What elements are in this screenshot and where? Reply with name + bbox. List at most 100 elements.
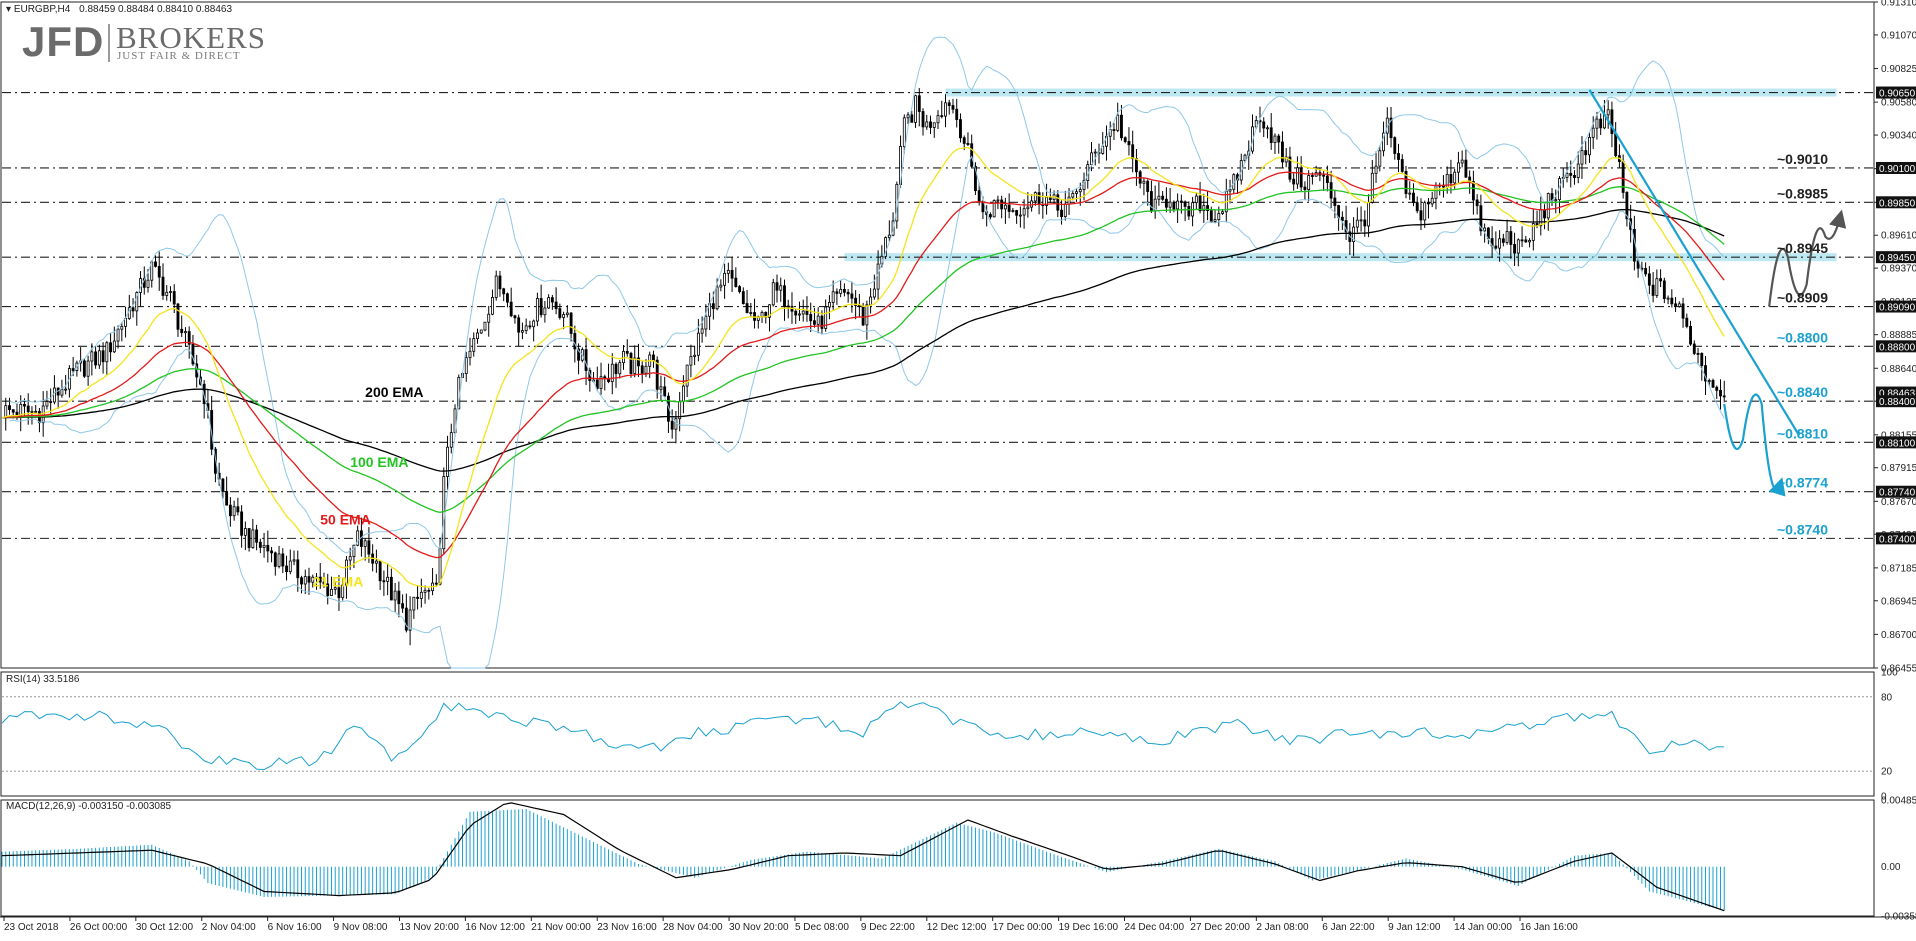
candle-body [1146, 180, 1150, 192]
candle-body [1610, 109, 1614, 134]
rsi-line [1, 701, 1725, 771]
price-axis: 0.913100.910700.908250.905800.903400.900… [1874, 0, 1916, 675]
price-tick-label: 0.90580 [1881, 98, 1916, 109]
price-tick-label: 0.89370 [1881, 264, 1916, 275]
candle-body [689, 356, 693, 366]
candle-body [243, 528, 247, 536]
macd-tick-label: 0.00 [1881, 862, 1901, 873]
candle-body [876, 263, 880, 290]
candle-body [558, 308, 562, 318]
candle-body [745, 303, 749, 313]
candle-body [273, 552, 277, 567]
candle-body [1221, 211, 1224, 214]
time-tick-label: 9 Dec 22:00 [861, 922, 915, 933]
candle-body [842, 288, 846, 293]
candle-body [959, 119, 962, 139]
candle-body [277, 553, 281, 567]
candle-body [116, 328, 120, 342]
price-tick-label: 0.87915 [1881, 463, 1916, 474]
candle-body [1711, 380, 1715, 388]
candle-body [738, 286, 741, 293]
candle-body [1228, 188, 1232, 192]
time-tick-label: 2 Nov 04:00 [202, 922, 256, 933]
ohlc-label: 0.88459 0.88484 0.88410 0.88463 [79, 4, 233, 15]
candle-body [1456, 162, 1460, 173]
candle-body [1209, 210, 1213, 222]
candle-body [1352, 226, 1356, 242]
candle-body [1670, 297, 1674, 305]
candle-body [820, 315, 824, 329]
candle-body [1262, 121, 1266, 129]
candle-body [1719, 389, 1722, 397]
price-highlight-label: 0.90100 [1879, 164, 1916, 175]
candle-body [1202, 205, 1206, 212]
candle-body [693, 354, 697, 357]
candle-body [1333, 197, 1337, 206]
candle-body [547, 297, 551, 309]
time-tick-label: 21 Nov 00:00 [531, 922, 591, 933]
candle-body [857, 305, 861, 308]
candle-body [1142, 180, 1146, 184]
rsi-pane-frame [0, 671, 1875, 797]
candle-body [595, 379, 599, 389]
candle-body [1453, 171, 1457, 184]
price-highlight-box [1876, 300, 1916, 313]
candle-body [1131, 144, 1135, 160]
level-label-0-8810: ~0.8810 [1777, 425, 1828, 441]
candle-body [532, 320, 536, 328]
candle-body [1415, 202, 1419, 212]
logo-tagline: JUST FAIR & DIRECT [117, 50, 241, 62]
candle-body [1651, 284, 1655, 296]
candle-body [1359, 219, 1363, 222]
candle-body [850, 293, 854, 299]
candle-body [367, 540, 371, 555]
candle-body [1090, 152, 1093, 166]
time-tick-label: 27 Dec 20:00 [1190, 922, 1250, 933]
candle-body [1045, 196, 1049, 206]
candle-body [1722, 395, 1726, 398]
time-tick-label: 12 Dec 12:00 [927, 922, 987, 933]
candle-body [1696, 353, 1700, 355]
price-highlight-label: 0.88400 [1879, 397, 1916, 408]
candle-body [1427, 202, 1430, 205]
candle-body [1370, 172, 1374, 203]
candle-body [1505, 231, 1509, 243]
candle-body [213, 448, 217, 474]
candle-body [397, 590, 401, 605]
candle-body [625, 350, 629, 354]
candle-body [262, 544, 266, 548]
candle-body [633, 357, 637, 374]
price-highlight-box [1876, 86, 1916, 99]
candle-body [775, 282, 779, 291]
logo-brand: JFD [22, 18, 105, 65]
candle-body [240, 511, 244, 536]
candle-body [610, 363, 614, 382]
candle-body [734, 277, 738, 287]
candle-body [131, 307, 135, 312]
time-tick-label: 2 Jan 08:00 [1256, 922, 1309, 933]
candle-body [1213, 219, 1217, 222]
candle-body [382, 580, 386, 583]
level-label-0-8774: ~0.8774 [1777, 475, 1828, 491]
scenario-arrow-down [1723, 393, 1786, 497]
time-tick-label: 30 Oct 12:00 [136, 922, 194, 933]
candle-body [1217, 213, 1221, 220]
candle-body [1288, 156, 1292, 180]
time-tick-label: 28 Nov 04:00 [663, 922, 723, 933]
candle-body [1033, 192, 1037, 202]
ema-200-line [1, 208, 1725, 472]
candle-body [1674, 303, 1677, 307]
candle-body [315, 576, 318, 579]
candle-body [768, 304, 771, 318]
candle-body [1576, 163, 1580, 178]
price-highlight-label: 0.88463 [1879, 389, 1916, 400]
candle-body [52, 387, 56, 403]
candle-body [513, 315, 517, 319]
candle-body [1588, 136, 1591, 156]
candle-body [498, 275, 502, 290]
candle-body [655, 359, 659, 390]
candle-body [753, 312, 756, 321]
candle-body [1689, 325, 1692, 345]
price-tick-label: 0.86455 [1881, 664, 1916, 675]
